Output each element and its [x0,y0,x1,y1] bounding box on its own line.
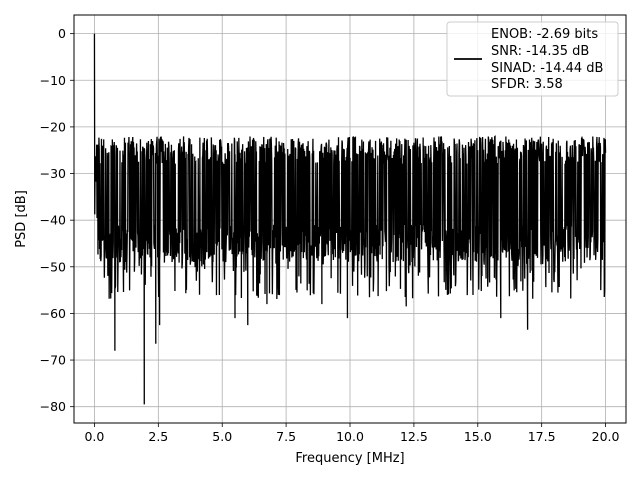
legend-line-snr: SNR: -14.35 dB [491,44,589,59]
x-tick-label: 0.0 [84,429,104,444]
y-tick-label: −60 [40,306,66,321]
y-tick-label: −80 [40,399,66,414]
y-tick-label: −50 [40,259,66,274]
x-tick-label: 12.5 [400,429,428,444]
x-tick-label: 2.5 [148,429,168,444]
x-tick-label: 7.5 [276,429,296,444]
y-tick-label: −40 [40,213,66,228]
y-axis-ticks: 0 −10 −20 −30 −40 −50 −60 −70 −80 [40,26,74,414]
legend: ENOB: -2.69 bits SNR: -14.35 dB SINAD: -… [446,21,619,97]
y-tick-label: 0 [58,26,66,41]
legend-line-sinad: SINAD: -14.44 dB [491,61,603,76]
psd-series [93,33,607,405]
legend-box [446,21,619,97]
y-tick-label: −20 [40,119,66,134]
legend-line-sfdr: SFDR: 3.58 [491,77,563,92]
y-tick-label: −70 [40,353,66,368]
psd-line [93,33,607,405]
legend-line-enob: ENOB: -2.69 bits [491,27,598,42]
x-tick-label: 10.0 [336,429,364,444]
y-tick-label: −10 [40,73,66,88]
y-axis-label: PSD [dB] [14,190,29,248]
x-tick-label: 17.5 [528,429,556,444]
x-tick-label: 5.0 [212,429,232,444]
x-axis-ticks: 0.0 2.5 5.0 7.5 10.0 12.5 15.0 17.5 20.0 [84,423,620,444]
x-tick-label: 20.0 [592,429,620,444]
x-axis-label: Frequency [MHz] [295,451,404,466]
y-tick-label: −30 [40,166,66,181]
x-tick-label: 15.0 [464,429,492,444]
